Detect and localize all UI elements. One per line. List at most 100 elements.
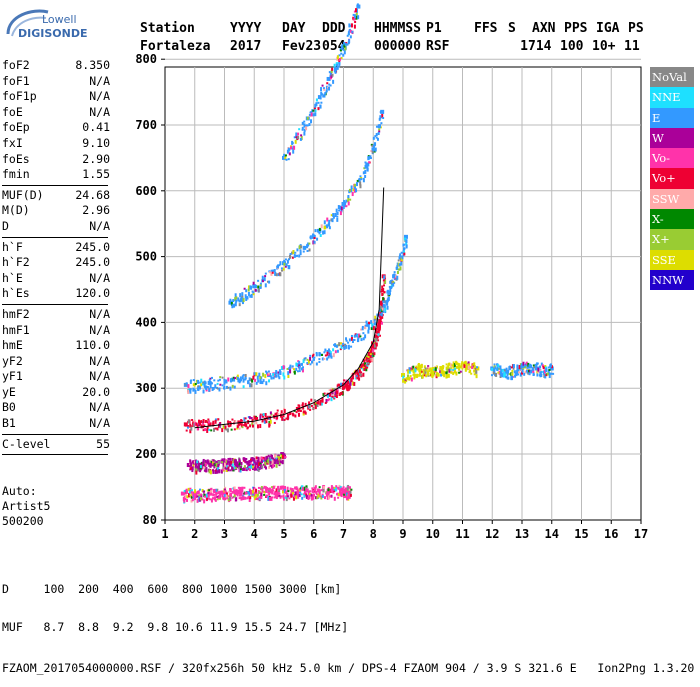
echo-speck — [336, 62, 338, 64]
echo-speck — [301, 363, 303, 366]
echo-speck — [187, 427, 189, 429]
echo-speck — [203, 491, 205, 493]
echo-speck — [452, 372, 454, 375]
echo-speck — [303, 494, 305, 497]
echo-speck — [296, 411, 298, 413]
echo-speck — [274, 496, 276, 498]
echo-speck — [329, 226, 331, 229]
echo-speck — [367, 156, 369, 160]
echo-speck — [288, 158, 290, 160]
echo-speck — [260, 496, 262, 499]
echo-speck — [497, 364, 499, 367]
echo-speck — [351, 31, 353, 33]
echo-speck — [274, 422, 276, 424]
echo-speck — [197, 380, 199, 384]
y-tick-label: 700 — [135, 118, 157, 132]
echo-speck — [245, 374, 247, 377]
echo-speck — [243, 385, 245, 388]
echo-speck — [186, 430, 188, 432]
echo-speck — [185, 423, 187, 427]
echo-speck — [219, 379, 221, 381]
echo-speck — [312, 496, 314, 500]
echo-speck — [310, 235, 312, 239]
echo-speck — [301, 497, 303, 500]
echo-speck — [263, 494, 265, 496]
echo-speck — [373, 137, 375, 140]
echo-speck — [257, 424, 259, 428]
echo-speck — [300, 249, 302, 251]
echo-speck — [332, 80, 334, 84]
echo-speck — [233, 304, 235, 308]
echo-speck — [203, 389, 205, 393]
echo-speck — [283, 365, 285, 369]
echo-speck — [525, 365, 527, 367]
echo-speck — [357, 339, 359, 342]
echo-speck — [240, 491, 242, 495]
echo-speck — [245, 492, 247, 494]
echo-speck — [235, 493, 237, 495]
echo-speck — [289, 255, 291, 259]
echo-speck — [314, 237, 316, 239]
echo-speck — [229, 421, 231, 423]
echo-speck — [320, 102, 322, 104]
echo-speck — [295, 132, 297, 136]
echo-speck — [255, 489, 257, 493]
y-tick-label: 500 — [135, 250, 157, 264]
echo-speck — [223, 386, 225, 390]
x-tick-label: 7 — [340, 527, 347, 541]
echo-speck — [325, 399, 327, 402]
legend-item-x: X- — [650, 209, 694, 229]
echo-speck — [494, 366, 496, 369]
y-tick-label: 400 — [135, 315, 157, 329]
echo-speck — [298, 410, 300, 412]
echo-speck — [389, 293, 391, 295]
echo-speck — [194, 494, 196, 497]
echo-speck — [380, 122, 382, 124]
echo-speck — [353, 382, 355, 386]
echo-speck — [276, 497, 278, 499]
echo-speck — [455, 372, 457, 376]
echo-speck — [397, 271, 399, 274]
echo-speck — [229, 469, 231, 471]
echo-speck — [274, 269, 276, 272]
echo-speck — [332, 213, 334, 217]
echo-speck — [300, 410, 302, 412]
echo-speck — [326, 357, 328, 360]
echo-speck — [287, 375, 289, 378]
echo-speck — [292, 488, 294, 492]
echo-speck — [319, 105, 321, 107]
echo-speck — [311, 405, 313, 407]
echo-speck — [218, 461, 220, 464]
echo-speck — [295, 492, 297, 496]
echo-speck — [468, 364, 470, 366]
echo-speck — [262, 373, 264, 377]
echo-speck — [398, 268, 400, 270]
echo-speck — [222, 384, 224, 386]
echo-speck — [242, 496, 244, 500]
echo-speck — [320, 234, 322, 237]
echo-speck — [364, 165, 366, 169]
echo-speck — [418, 369, 420, 372]
echo-speck — [547, 373, 549, 376]
echo-speck — [272, 464, 274, 468]
echo-speck — [287, 487, 289, 491]
echo-speck — [232, 464, 234, 467]
echo-speck — [186, 499, 188, 502]
echo-speck — [317, 401, 319, 405]
echo-speck — [324, 496, 326, 499]
echo-speck — [400, 262, 402, 266]
echo-speck — [186, 382, 188, 385]
echo-speck — [198, 466, 200, 470]
echo-speck — [427, 367, 429, 369]
echo-speck — [324, 220, 326, 224]
echo-speck — [258, 373, 260, 377]
echo-speck — [311, 494, 313, 497]
echo-speck — [227, 467, 229, 469]
echo-speck — [268, 370, 270, 372]
echo-speck — [323, 358, 325, 360]
echo-speck — [340, 392, 342, 395]
echo-speck — [210, 429, 212, 431]
echo-speck — [530, 369, 532, 373]
echo-speck — [376, 133, 378, 136]
